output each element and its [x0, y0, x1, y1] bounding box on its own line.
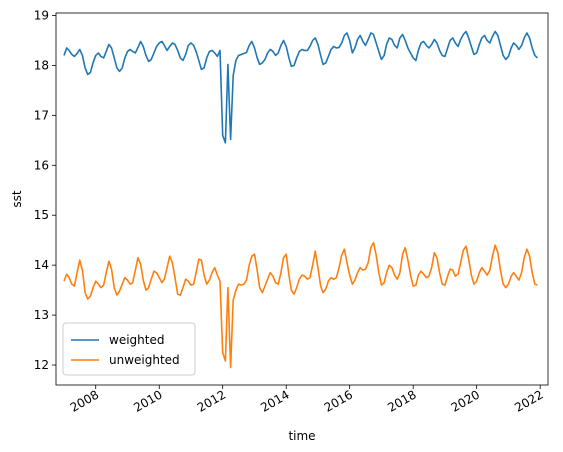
y-tick-label: 17 [34, 108, 49, 122]
legend-label-unweighted: unweighted [109, 353, 180, 367]
y-tick-label: 18 [34, 58, 49, 72]
y-tick-label: 13 [34, 308, 49, 322]
legend: weighted unweighted [62, 322, 196, 376]
axes-frame [55, 12, 549, 386]
y-axis-label: sst [10, 190, 24, 208]
y-axis: 12 13 14 15 16 17 18 19 [34, 8, 56, 372]
y-tick-label: 12 [34, 358, 49, 372]
y-tick-label: 16 [34, 158, 49, 172]
y-tick-label: 14 [34, 258, 49, 272]
y-tick-label: 19 [34, 8, 49, 22]
series-line-weighted [63, 30, 539, 144]
series-line-unweighted [63, 241, 538, 369]
x-axis-label: time [288, 429, 315, 443]
legend-box [62, 322, 196, 376]
y-tick-label: 15 [34, 208, 49, 222]
plot-area [63, 30, 539, 369]
legend-label-weighted: weighted [109, 333, 164, 347]
